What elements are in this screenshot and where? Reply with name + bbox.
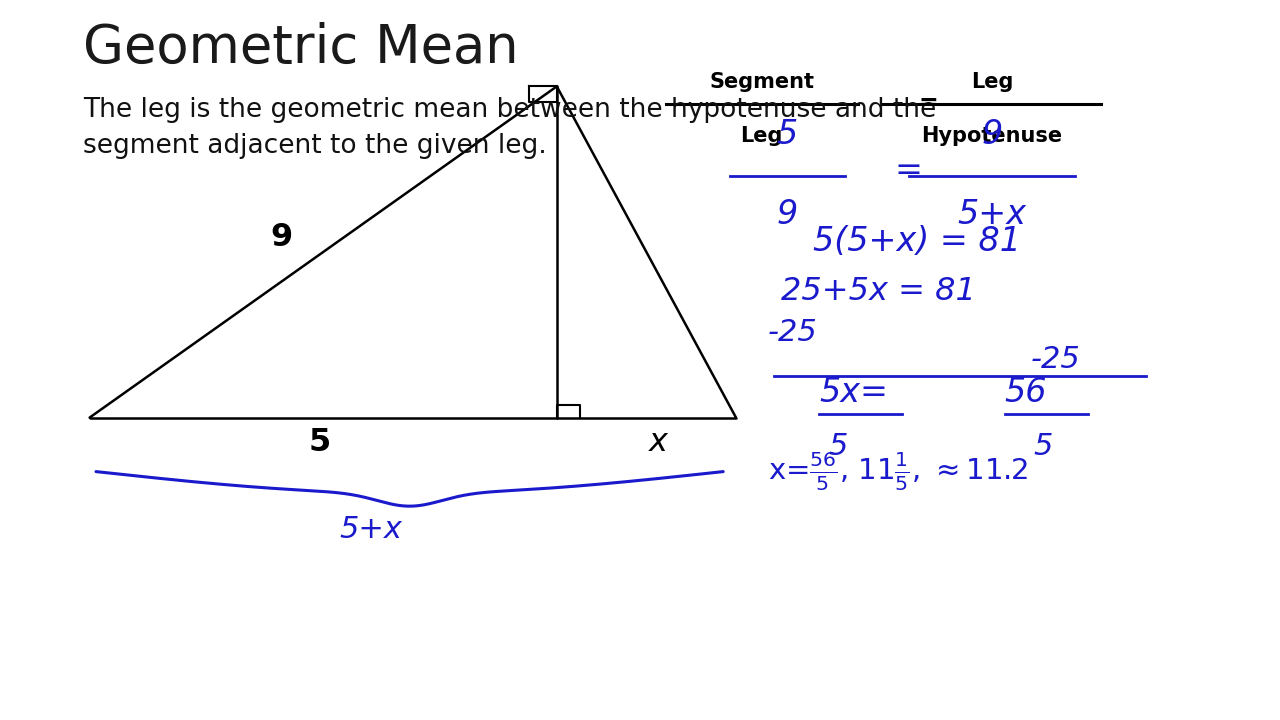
Text: 25+5x = 81: 25+5x = 81 bbox=[781, 276, 975, 307]
Text: 5+x: 5+x bbox=[957, 198, 1027, 231]
Text: 5+x: 5+x bbox=[339, 515, 403, 544]
Text: 9: 9 bbox=[270, 222, 293, 253]
Text: 5: 5 bbox=[828, 432, 849, 461]
Text: 5: 5 bbox=[308, 427, 332, 459]
Text: segment adjacent to the given leg.: segment adjacent to the given leg. bbox=[83, 133, 547, 159]
Text: Segment: Segment bbox=[709, 72, 814, 92]
Text: x=$\mathit{\frac{56}{5}}$, $\mathit{11\frac{1}{5}}$, $\mathit{\approx}$11.2: x=$\mathit{\frac{56}{5}}$, $\mathit{11\f… bbox=[768, 450, 1028, 493]
Text: 5x=: 5x= bbox=[819, 376, 888, 409]
Text: $\mathit{x}$: $\mathit{x}$ bbox=[648, 427, 671, 459]
Text: 9: 9 bbox=[982, 118, 1002, 151]
Text: Leg: Leg bbox=[970, 72, 1014, 92]
Text: The leg is the geometric mean between the hypotenuse and the: The leg is the geometric mean between th… bbox=[83, 97, 937, 123]
Text: 5(5+x) = 81: 5(5+x) = 81 bbox=[813, 225, 1021, 258]
Text: 56: 56 bbox=[1005, 376, 1047, 409]
Text: Hypotenuse: Hypotenuse bbox=[922, 126, 1062, 146]
Text: 5: 5 bbox=[777, 118, 797, 151]
Text: Geometric Mean: Geometric Mean bbox=[83, 22, 518, 73]
Text: =: = bbox=[918, 91, 938, 114]
Text: Leg: Leg bbox=[740, 126, 783, 146]
Text: 5: 5 bbox=[1033, 432, 1053, 461]
Text: -25: -25 bbox=[1030, 346, 1080, 374]
Text: =: = bbox=[895, 154, 923, 187]
Text: 9: 9 bbox=[777, 198, 797, 231]
Text: -25: -25 bbox=[768, 318, 818, 347]
